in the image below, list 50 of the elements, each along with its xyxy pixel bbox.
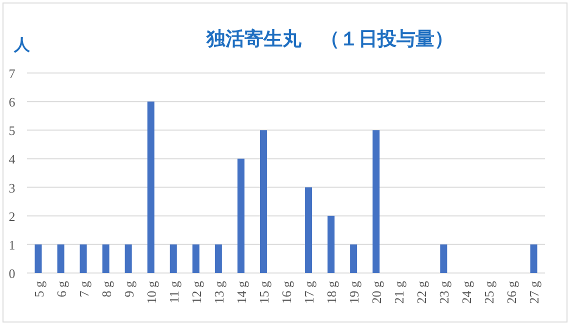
x-tick-label: 27 g: [526, 280, 542, 304]
bar: [57, 244, 64, 273]
bar: [147, 102, 154, 273]
bar: [237, 158, 244, 273]
x-tick-label: 15 g: [256, 280, 272, 304]
x-tick-label: 23 g: [436, 280, 452, 304]
bar: [102, 244, 110, 273]
x-tick-label: 5 g: [31, 280, 46, 298]
bar: [192, 244, 200, 273]
bar: [170, 244, 177, 273]
bar: [372, 130, 380, 273]
x-tick-label: 22 g: [414, 280, 430, 304]
bar: [34, 244, 42, 273]
y-tick-label: 1: [8, 237, 16, 252]
x-tick-label: 13 g: [211, 280, 226, 304]
x-tick-label: 17 g: [302, 280, 317, 304]
bar: [530, 244, 538, 273]
x-tick-label: 8 g: [98, 280, 114, 298]
x-tick-label: 26 g: [504, 280, 520, 304]
bar: [350, 244, 358, 273]
x-tick-label: 7 g: [76, 280, 92, 298]
bar: [80, 244, 87, 273]
x-tick-label: 18 g: [324, 280, 340, 304]
bar: [440, 244, 448, 273]
x-tick-label: 11 g: [166, 280, 182, 304]
y-tick-label: 7: [8, 66, 16, 81]
bar: [124, 244, 132, 273]
y-tick-label: 4: [8, 152, 16, 167]
x-tick-label: 12 g: [188, 280, 204, 304]
x-tick-label: 16 g: [279, 280, 294, 304]
y-tick-label: 6: [8, 94, 16, 110]
x-tick-label: 19 g: [346, 280, 362, 304]
y-tick-label: 3: [8, 180, 16, 196]
y-tick-label: 5: [8, 123, 16, 138]
y-tick-label: 2: [8, 208, 16, 224]
x-tick-label: 9 g: [121, 280, 136, 298]
x-tick-label: 25 g: [482, 280, 497, 304]
x-tick-label: 21 g: [392, 280, 407, 304]
x-tick-label: 6 g: [54, 280, 69, 298]
x-tick-label: 20 g: [369, 280, 384, 304]
bar: [214, 244, 222, 273]
bar: [260, 130, 267, 273]
y-axis-title: 人: [13, 36, 31, 54]
x-tick-label: 14 g: [234, 280, 249, 304]
chart-title: 独活寄生丸 （１日投与量）: [206, 28, 454, 50]
y-tick-label: 0: [8, 266, 16, 281]
bar: [328, 216, 335, 273]
x-tick-label: 10 g: [144, 280, 159, 304]
bar: [305, 187, 312, 273]
x-tick-label: 24 g: [459, 280, 474, 304]
